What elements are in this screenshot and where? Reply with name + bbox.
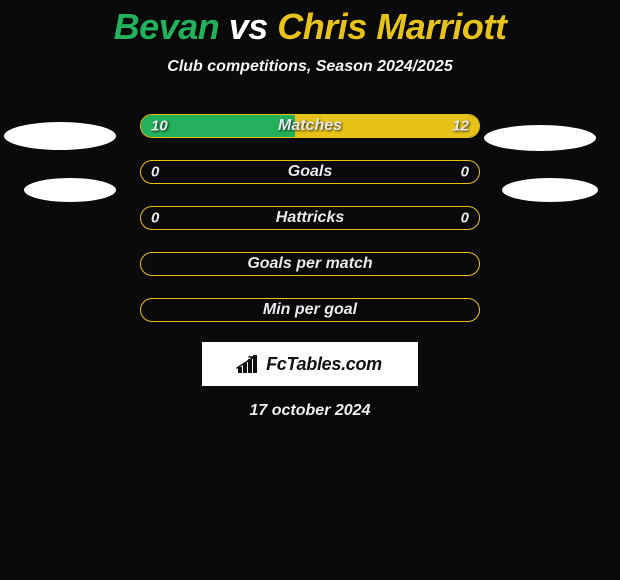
title-vs: vs [219,6,277,47]
stat-value-left: 10 [151,118,168,135]
stat-value-left: 0 [151,210,159,227]
title-left-player: Bevan [114,6,220,47]
stat-label: Matches [278,117,342,135]
trend-arrow-icon [236,355,258,369]
decor-ellipse [502,178,598,202]
stat-label: Hattricks [276,209,344,227]
bar-chart-icon [238,355,260,373]
subtitle: Club competitions, Season 2024/2025 [0,58,620,76]
title-right-player: Chris Marriott [277,6,506,47]
stats-container: Matches 10 12 Goals 0 0 Hattricks 0 0 Goals per m… [140,114,480,322]
stat-row: Hattricks 0 0 [140,206,480,230]
stat-row: Min per goal [140,298,480,322]
stat-value-left: 0 [151,164,159,181]
brand-text: FcTables.com [266,354,382,375]
date-text: 17 october 2024 [0,402,620,420]
decor-ellipse [4,122,116,150]
stat-value-right: 0 [461,210,469,227]
brand-box: FcTables.com [202,342,418,386]
stat-label: Goals per match [247,255,372,273]
stat-label: Min per goal [263,301,357,319]
page-title: Bevan vs Chris Marriott [0,0,620,48]
stat-row: Matches 10 12 [140,114,480,138]
decor-ellipse [24,178,116,202]
stat-label: Goals [288,163,332,181]
stat-value-right: 12 [452,118,469,135]
stat-row: Goals 0 0 [140,160,480,184]
stat-value-right: 0 [461,164,469,181]
decor-ellipse [484,125,596,151]
stat-row: Goals per match [140,252,480,276]
